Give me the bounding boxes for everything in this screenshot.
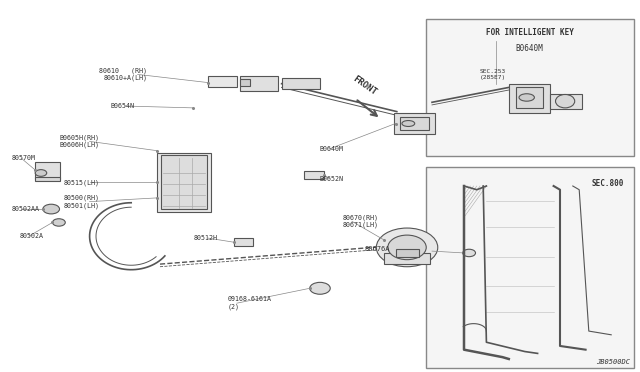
Text: 80500(RH)
80501(LH): 80500(RH) 80501(LH) bbox=[63, 195, 99, 209]
Ellipse shape bbox=[43, 204, 60, 214]
Text: 80502A: 80502A bbox=[19, 233, 44, 239]
Text: B0640M: B0640M bbox=[320, 146, 344, 152]
Bar bbox=[161, 155, 207, 209]
Bar bbox=[516, 87, 543, 108]
Ellipse shape bbox=[402, 121, 415, 126]
Ellipse shape bbox=[52, 219, 65, 226]
Text: 80670(RH)
80671(LH): 80670(RH) 80671(LH) bbox=[342, 214, 378, 228]
Bar bbox=[35, 162, 60, 179]
Text: 80570M: 80570M bbox=[12, 155, 35, 161]
Bar bbox=[282, 78, 320, 89]
Text: 80610   (RH)
80610+A(LH): 80610 (RH) 80610+A(LH) bbox=[99, 67, 147, 81]
Ellipse shape bbox=[556, 94, 575, 108]
Bar bbox=[426, 167, 634, 368]
Ellipse shape bbox=[376, 228, 438, 267]
Text: JB0500DC: JB0500DC bbox=[596, 359, 630, 365]
Text: 80512H: 80512H bbox=[194, 235, 218, 241]
Bar bbox=[35, 177, 60, 181]
Text: FOR INTELLIGENT KEY: FOR INTELLIGENT KEY bbox=[486, 28, 573, 37]
Ellipse shape bbox=[463, 249, 476, 257]
Text: 80676A: 80676A bbox=[365, 246, 390, 252]
Bar bbox=[426, 19, 634, 156]
Text: SEC.253
(285E7): SEC.253 (285E7) bbox=[480, 69, 506, 80]
Bar bbox=[208, 76, 237, 87]
Text: 09168-6161A
(2): 09168-6161A (2) bbox=[227, 296, 271, 310]
Text: 80515(LH): 80515(LH) bbox=[63, 179, 99, 186]
Text: B0605H(RH)
B0606H(LH): B0605H(RH) B0606H(LH) bbox=[60, 134, 99, 148]
Ellipse shape bbox=[35, 170, 47, 176]
Ellipse shape bbox=[388, 235, 426, 260]
Text: 80502AA: 80502AA bbox=[12, 206, 40, 212]
Bar bbox=[394, 113, 435, 134]
Bar bbox=[384, 253, 430, 264]
Bar bbox=[509, 84, 550, 113]
Ellipse shape bbox=[519, 94, 534, 101]
Bar bbox=[240, 79, 250, 86]
Ellipse shape bbox=[310, 282, 330, 294]
Bar bbox=[550, 94, 582, 109]
Text: B0640M: B0640M bbox=[516, 44, 543, 53]
Bar bbox=[157, 153, 211, 212]
Bar bbox=[240, 76, 278, 91]
Bar bbox=[234, 238, 253, 246]
Bar bbox=[396, 249, 419, 257]
Text: B0652N: B0652N bbox=[320, 176, 344, 182]
Bar bbox=[400, 117, 429, 130]
Text: FRONT: FRONT bbox=[351, 74, 378, 97]
Text: SEC.800: SEC.800 bbox=[591, 179, 624, 187]
Text: B0654N: B0654N bbox=[111, 103, 134, 109]
Bar bbox=[304, 171, 324, 179]
